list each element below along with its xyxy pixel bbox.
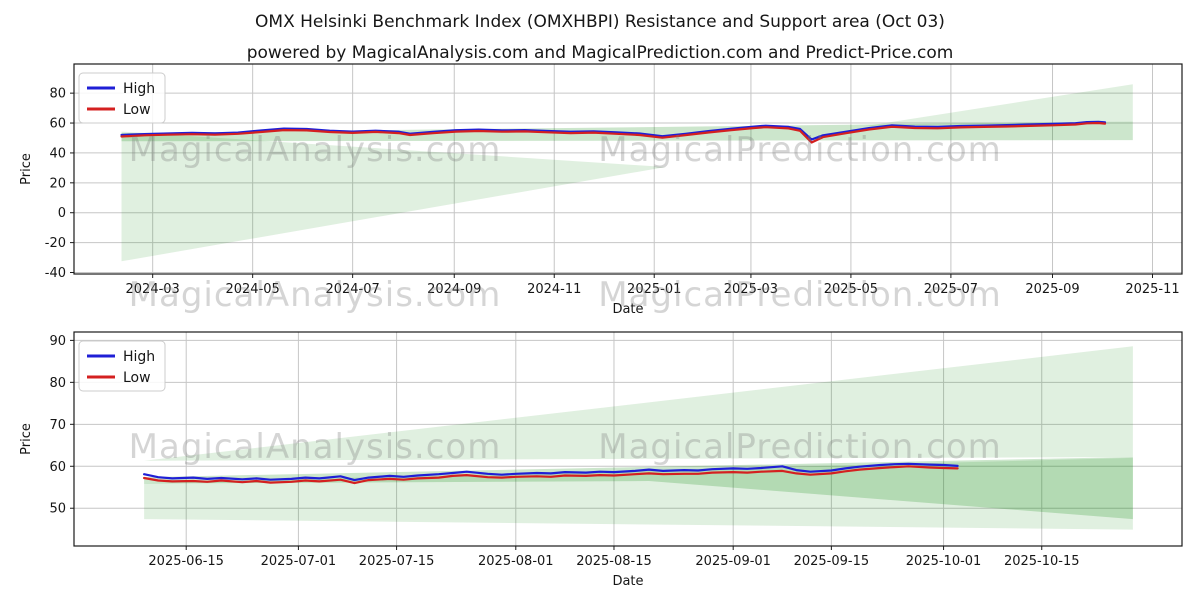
area-resistance-wedge [865, 84, 1133, 126]
y-tick-label: 20 [49, 176, 66, 191]
x-tick-label: 2025-09 [1025, 282, 1079, 297]
y-tick-label: 60 [49, 460, 66, 475]
y-tick-label: 70 [49, 418, 66, 433]
y-tick-label: 80 [49, 376, 66, 391]
y-tick-label: 60 [49, 117, 66, 132]
y-tick-label: 80 [49, 87, 66, 102]
y-tick-label: -20 [45, 236, 66, 251]
legend: High Low [78, 340, 166, 392]
plot-spines [73, 63, 1183, 275]
ticks [70, 339, 1043, 550]
y-tick-label: 0 [58, 206, 66, 221]
area-support-band [144, 457, 1133, 520]
x-tick-label: 2025-11 [1125, 282, 1179, 297]
series-high-line [120, 120, 1107, 141]
legend-label-low: Low [123, 370, 151, 386]
x-tick-label: 2024-05 [225, 282, 279, 297]
legend: High Low [78, 72, 166, 124]
x-tick-label: 2025-10-01 [906, 554, 982, 569]
x-tick-label: 2025-10-15 [1004, 554, 1080, 569]
x-tick-label: 2024-11 [527, 282, 581, 297]
x-tick-label: 2025-07-01 [261, 554, 337, 569]
legend-label-high: High [123, 81, 155, 97]
y-tick-label: 40 [49, 146, 66, 161]
x-tick-label: 2025-01 [627, 282, 681, 297]
x-tick-label: 2024-07 [325, 282, 379, 297]
x-tick-label: 2025-09-15 [794, 554, 870, 569]
ticks [70, 92, 1153, 278]
x-tick-label: 2025-08-01 [478, 554, 554, 569]
bottom-chart-plot: 2025-06-15 2025-07-01 2025-07-15 2025-08-01… [19, 331, 1183, 589]
chart-subtitle: powered by MagicalAnalysis.com and Magic… [246, 43, 954, 63]
legend-label-low: Low [123, 102, 151, 118]
x-axis-label: Date [612, 574, 643, 589]
series-low-line [143, 465, 959, 485]
x-tick-label: 2025-05 [824, 282, 878, 297]
series-low-line [120, 121, 1107, 144]
chart-title: OMX Helsinki Benchmark Index (OMXHBPI) R… [255, 12, 945, 32]
x-tick-label: 2024-03 [126, 282, 180, 297]
top-chart-plot: 2024-03 2024-05 2024-07 2024-09 2024-11 2025-… [19, 63, 1183, 317]
x-tick-label: 2025-09-01 [695, 554, 771, 569]
series-high-line [143, 462, 959, 482]
x-axis-label: Date [612, 302, 643, 317]
x-tick-label: 2025-07 [924, 282, 978, 297]
x-tick-label: 2024-09 [427, 282, 481, 297]
x-tick-label: 2025-08-15 [576, 554, 652, 569]
area-resistance-wedge [144, 346, 1133, 461]
y-tick-label: 50 [49, 502, 66, 517]
plot-spines [73, 331, 1183, 547]
y-tick-label: 90 [49, 334, 66, 349]
x-tick-label: 2025-06-15 [148, 554, 224, 569]
legend-label-high: High [123, 349, 155, 365]
x-tick-label: 2025-07-15 [359, 554, 435, 569]
grid [74, 64, 1182, 274]
area-support-triangle [121, 131, 666, 262]
y-axis-label: Price [19, 153, 34, 185]
area-support-area [144, 457, 1133, 530]
x-tick-label: 2025-03 [724, 282, 778, 297]
grid [74, 332, 1182, 546]
y-tick-label: -40 [45, 266, 66, 281]
y-axis-label: Price [19, 423, 34, 455]
